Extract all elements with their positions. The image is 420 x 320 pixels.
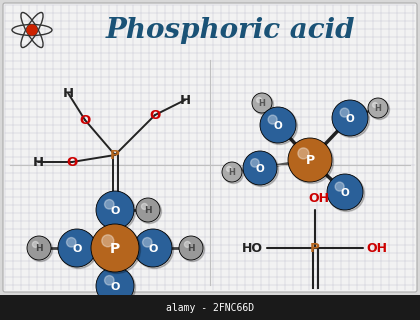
Circle shape bbox=[368, 98, 388, 118]
Circle shape bbox=[29, 237, 52, 261]
Circle shape bbox=[97, 268, 136, 307]
Circle shape bbox=[373, 102, 378, 108]
Text: OH: OH bbox=[309, 191, 330, 204]
Circle shape bbox=[243, 151, 277, 185]
Circle shape bbox=[105, 200, 114, 209]
Circle shape bbox=[137, 199, 162, 223]
Circle shape bbox=[60, 230, 97, 268]
Circle shape bbox=[96, 191, 134, 229]
Circle shape bbox=[244, 153, 278, 187]
Circle shape bbox=[251, 159, 259, 167]
Text: P: P bbox=[110, 148, 120, 162]
Circle shape bbox=[58, 229, 96, 267]
Circle shape bbox=[298, 148, 309, 159]
Text: H: H bbox=[144, 206, 152, 215]
Circle shape bbox=[91, 224, 139, 272]
Text: O: O bbox=[341, 188, 349, 197]
Text: H: H bbox=[259, 99, 265, 108]
Circle shape bbox=[92, 226, 141, 274]
Circle shape bbox=[254, 94, 273, 115]
Text: alamy - 2FNC66D: alamy - 2FNC66D bbox=[166, 303, 254, 313]
Text: O: O bbox=[110, 282, 120, 292]
Circle shape bbox=[327, 174, 363, 210]
Circle shape bbox=[226, 166, 231, 172]
Text: O: O bbox=[256, 164, 264, 173]
Circle shape bbox=[328, 175, 365, 212]
Text: H: H bbox=[63, 86, 74, 100]
Text: HO: HO bbox=[241, 242, 262, 254]
Text: O: O bbox=[346, 114, 354, 124]
Circle shape bbox=[257, 98, 262, 102]
Circle shape bbox=[332, 100, 368, 136]
Circle shape bbox=[262, 108, 297, 145]
Circle shape bbox=[142, 237, 152, 247]
Text: P: P bbox=[310, 242, 320, 254]
Circle shape bbox=[335, 182, 344, 191]
Text: H: H bbox=[375, 104, 381, 113]
Text: H: H bbox=[187, 244, 195, 253]
Text: P: P bbox=[305, 154, 315, 167]
Circle shape bbox=[222, 162, 242, 182]
Text: O: O bbox=[66, 156, 78, 169]
Circle shape bbox=[66, 237, 76, 247]
Circle shape bbox=[260, 107, 296, 143]
Text: O: O bbox=[273, 121, 282, 131]
Text: P: P bbox=[110, 242, 120, 255]
Text: H: H bbox=[35, 244, 43, 253]
Text: OH: OH bbox=[367, 242, 388, 254]
Circle shape bbox=[288, 138, 332, 182]
Text: H: H bbox=[179, 93, 191, 107]
Circle shape bbox=[268, 115, 277, 124]
Text: O: O bbox=[79, 114, 91, 126]
Text: H: H bbox=[228, 168, 236, 177]
Circle shape bbox=[134, 229, 172, 267]
Circle shape bbox=[184, 241, 190, 247]
Circle shape bbox=[340, 108, 349, 117]
Circle shape bbox=[333, 101, 370, 138]
Circle shape bbox=[27, 25, 37, 35]
Text: O: O bbox=[110, 205, 120, 215]
FancyBboxPatch shape bbox=[3, 3, 417, 292]
Text: O: O bbox=[150, 108, 160, 122]
Text: O: O bbox=[148, 244, 158, 253]
Bar bbox=[0, 295, 420, 320]
Circle shape bbox=[136, 198, 160, 222]
Circle shape bbox=[370, 100, 389, 119]
Text: O: O bbox=[109, 198, 121, 212]
Circle shape bbox=[142, 204, 147, 209]
Circle shape bbox=[252, 93, 272, 113]
Circle shape bbox=[32, 241, 38, 247]
Text: H: H bbox=[32, 156, 44, 169]
Circle shape bbox=[27, 236, 51, 260]
Circle shape bbox=[179, 236, 203, 260]
Text: O: O bbox=[72, 244, 81, 253]
Text: Phosphoric acid: Phosphoric acid bbox=[105, 17, 355, 44]
Circle shape bbox=[97, 193, 136, 230]
Circle shape bbox=[181, 237, 205, 261]
Circle shape bbox=[289, 140, 333, 183]
Circle shape bbox=[136, 230, 173, 268]
Circle shape bbox=[105, 276, 114, 285]
Circle shape bbox=[96, 267, 134, 305]
Circle shape bbox=[223, 164, 244, 183]
Text: O: O bbox=[310, 293, 320, 307]
Circle shape bbox=[102, 235, 114, 247]
